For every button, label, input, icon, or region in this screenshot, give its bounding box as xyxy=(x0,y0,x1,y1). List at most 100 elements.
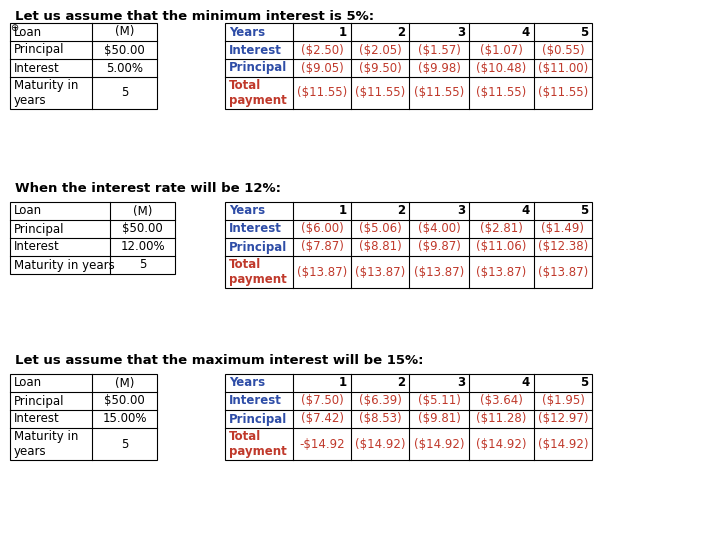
Text: ($12.38): ($12.38) xyxy=(538,241,588,253)
Text: ($6.00): ($6.00) xyxy=(301,222,343,236)
Text: ($2.50): ($2.50) xyxy=(301,43,343,56)
Text: Loan: Loan xyxy=(14,376,42,389)
Text: 4: 4 xyxy=(522,205,530,217)
Bar xyxy=(10,202,175,274)
Text: Interest: Interest xyxy=(229,43,282,56)
Text: Loan: Loan xyxy=(14,205,42,217)
Text: (M): (M) xyxy=(115,25,134,39)
Text: Years: Years xyxy=(229,376,265,389)
Text: ($1.07): ($1.07) xyxy=(480,43,523,56)
Bar xyxy=(225,23,592,109)
Text: ($8.53): ($8.53) xyxy=(358,412,401,425)
Text: ($14.92): ($14.92) xyxy=(355,438,406,451)
Text: 5: 5 xyxy=(121,86,129,99)
Text: ($11.55): ($11.55) xyxy=(414,86,464,99)
Text: Principal: Principal xyxy=(14,43,64,56)
Text: Maturity in
years: Maturity in years xyxy=(14,79,79,107)
Text: Let us assume that the minimum interest is 5%:: Let us assume that the minimum interest … xyxy=(15,10,374,23)
Bar xyxy=(10,23,157,109)
Text: (M): (M) xyxy=(115,376,134,389)
Text: Principal: Principal xyxy=(229,62,287,75)
Text: ($11.55): ($11.55) xyxy=(476,86,527,99)
Text: 3: 3 xyxy=(457,205,465,217)
Text: 5: 5 xyxy=(580,25,588,39)
Text: Total
payment: Total payment xyxy=(229,430,287,458)
Bar xyxy=(10,374,157,460)
Text: ($8.81): ($8.81) xyxy=(358,241,401,253)
Text: Let us assume that the maximum interest will be 15%:: Let us assume that the maximum interest … xyxy=(15,354,423,367)
Text: Total
payment: Total payment xyxy=(229,258,287,286)
Text: ($11.55): ($11.55) xyxy=(355,86,405,99)
Text: ($11.28): ($11.28) xyxy=(476,412,527,425)
Text: ($6.39): ($6.39) xyxy=(358,395,401,408)
Text: 15.00%: 15.00% xyxy=(102,412,147,425)
Text: Interest: Interest xyxy=(14,412,60,425)
Text: Interest: Interest xyxy=(14,62,60,75)
Text: ($7.87): ($7.87) xyxy=(301,241,343,253)
Text: Interest: Interest xyxy=(229,222,282,236)
Text: ($11.00): ($11.00) xyxy=(538,62,588,75)
Text: 1: 1 xyxy=(339,205,347,217)
Text: ($2.81): ($2.81) xyxy=(480,222,523,236)
Text: ($12.97): ($12.97) xyxy=(538,412,588,425)
Text: ($7.50): ($7.50) xyxy=(301,395,343,408)
Text: ($9.87): ($9.87) xyxy=(418,241,461,253)
Text: ($4.00): ($4.00) xyxy=(418,222,461,236)
Text: ($1.49): ($1.49) xyxy=(541,222,585,236)
Text: When the interest rate will be 12%:: When the interest rate will be 12%: xyxy=(15,182,281,195)
Text: ($14.92): ($14.92) xyxy=(538,438,588,451)
Text: Maturity in
years: Maturity in years xyxy=(14,430,79,458)
Bar xyxy=(225,374,592,460)
Text: Interest: Interest xyxy=(229,395,282,408)
Text: ($11.06): ($11.06) xyxy=(476,241,527,253)
Text: ($9.50): ($9.50) xyxy=(358,62,401,75)
Text: Total
payment: Total payment xyxy=(229,79,287,107)
Text: 5: 5 xyxy=(580,205,588,217)
Text: ($14.92): ($14.92) xyxy=(476,438,527,451)
Text: ($11.55): ($11.55) xyxy=(538,86,588,99)
Text: 2: 2 xyxy=(397,25,405,39)
Bar xyxy=(225,202,592,288)
Text: ($11.55): ($11.55) xyxy=(297,86,347,99)
Text: 12.00%: 12.00% xyxy=(120,241,165,253)
Text: 3: 3 xyxy=(457,25,465,39)
Text: 3: 3 xyxy=(457,376,465,389)
Text: 5: 5 xyxy=(121,438,129,451)
Text: 1: 1 xyxy=(339,376,347,389)
Text: Principal: Principal xyxy=(14,395,64,408)
Text: 5: 5 xyxy=(139,258,146,272)
Text: 4: 4 xyxy=(522,25,530,39)
Text: ($1.95): ($1.95) xyxy=(541,395,585,408)
Text: ($2.05): ($2.05) xyxy=(358,43,401,56)
Text: ($5.11): ($5.11) xyxy=(418,395,461,408)
Text: 2: 2 xyxy=(397,205,405,217)
Text: ($9.98): ($9.98) xyxy=(418,62,461,75)
Text: Principal: Principal xyxy=(14,222,64,236)
Text: $50.00: $50.00 xyxy=(104,395,145,408)
Text: ($0.55): ($0.55) xyxy=(542,43,584,56)
Text: 5.00%: 5.00% xyxy=(106,62,143,75)
Text: 1: 1 xyxy=(339,25,347,39)
Text: -$14.92: -$14.92 xyxy=(299,438,345,451)
Text: 5: 5 xyxy=(580,376,588,389)
Text: ($13.87): ($13.87) xyxy=(297,265,347,279)
Text: Loan: Loan xyxy=(14,25,42,39)
Text: ($13.87): ($13.87) xyxy=(414,265,464,279)
Text: (M): (M) xyxy=(133,205,152,217)
Text: ($7.42): ($7.42) xyxy=(301,412,343,425)
Text: Interest: Interest xyxy=(14,241,60,253)
Text: ($14.92): ($14.92) xyxy=(413,438,464,451)
Text: 4: 4 xyxy=(522,376,530,389)
Text: ($13.87): ($13.87) xyxy=(476,265,527,279)
Text: ($10.48): ($10.48) xyxy=(476,62,527,75)
Text: 2: 2 xyxy=(397,376,405,389)
Text: $50.00: $50.00 xyxy=(122,222,163,236)
Text: ($9.81): ($9.81) xyxy=(418,412,461,425)
Text: Years: Years xyxy=(229,25,265,39)
Text: ($13.87): ($13.87) xyxy=(538,265,588,279)
Text: ($13.87): ($13.87) xyxy=(355,265,405,279)
Text: Maturity in years: Maturity in years xyxy=(14,258,115,272)
Text: Principal: Principal xyxy=(229,412,287,425)
Text: ($3.64): ($3.64) xyxy=(480,395,523,408)
Text: ($9.05): ($9.05) xyxy=(301,62,343,75)
